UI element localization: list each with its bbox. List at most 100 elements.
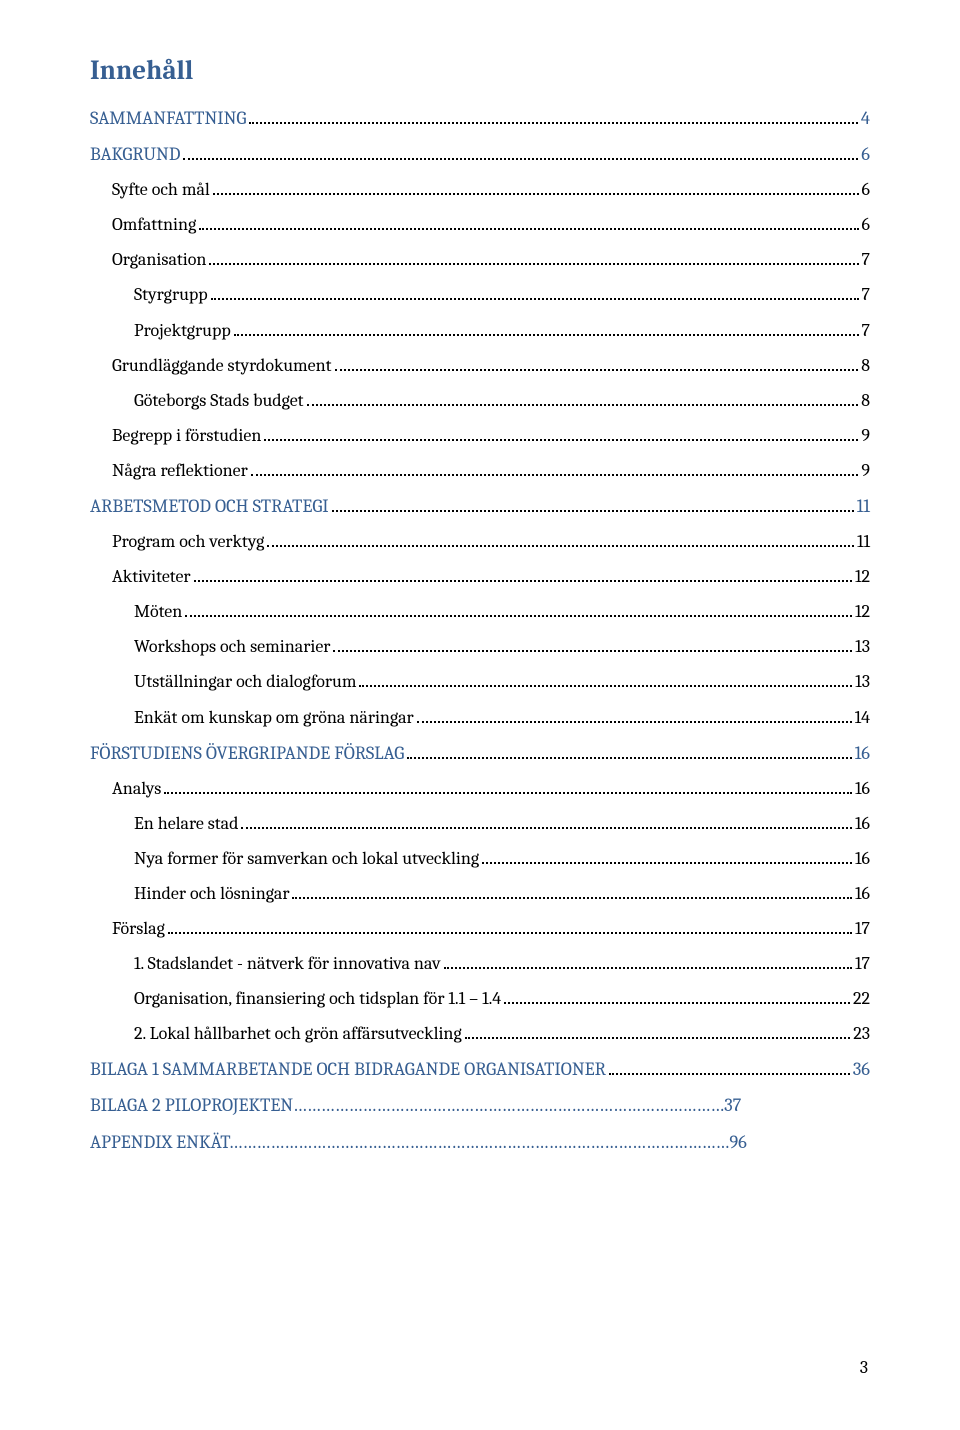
toc-list: SAMMANFATTNING 4 BAKGRUND 6 Syfte och mål 6 Om…	[90, 100, 870, 1160]
toc-leader-dots	[267, 545, 854, 547]
toc-entry-page[interactable]: 7	[862, 277, 870, 312]
toc-entry-label[interactable]: FÖRSTUDIENS ÖVERGRIPANDE FÖRSLAG	[90, 735, 404, 771]
toc-entry: Organisation 7	[90, 242, 870, 277]
toc-entry-page[interactable]: 23	[853, 1016, 870, 1051]
toc-entry-page[interactable]: 17	[855, 946, 870, 981]
toc-entry: Syfte och mål 6	[90, 172, 870, 207]
toc-entry: Hinder och lösningar 16	[90, 876, 870, 911]
toc-leader-dots	[211, 298, 859, 300]
toc-entry: Organisation, finansiering och tidsplan …	[90, 981, 870, 1016]
toc-entry-page[interactable]: 22	[853, 981, 870, 1016]
toc-entry-label[interactable]: Enkät om kunskap om gröna näringar	[134, 700, 414, 735]
toc-entry-label[interactable]: Styrgrupp	[134, 277, 208, 312]
toc-leader-dots	[292, 897, 852, 899]
toc-entry-label[interactable]: Göteborgs Stads budget	[134, 383, 304, 418]
toc-entry: En helare stad 16	[90, 806, 870, 841]
toc-leader-dots	[417, 721, 852, 723]
toc-leader-dots	[407, 757, 851, 759]
toc-entry-page[interactable]: 12	[855, 594, 870, 629]
toc-entry-page[interactable]: 8	[861, 348, 870, 383]
toc-leader-dots	[307, 404, 859, 406]
toc-entry: Begrepp i förstudien 9	[90, 418, 870, 453]
toc-entry-label[interactable]: Möten	[134, 594, 182, 629]
toc-entry-label[interactable]: En helare stad	[134, 806, 238, 841]
toc-entry-label[interactable]: Hinder och lösningar	[134, 876, 289, 911]
toc-leader-dots	[168, 932, 852, 934]
toc-leader-dots	[359, 685, 852, 687]
toc-entry-page[interactable]: 7	[862, 313, 870, 348]
toc-entry-page[interactable]: 96	[729, 1124, 747, 1160]
toc-leader-dots	[609, 1073, 850, 1075]
toc-title: Innehåll	[90, 55, 870, 86]
toc-entry-label[interactable]: Utställningar och dialogforum	[134, 664, 356, 699]
toc-entry-label[interactable]: Nya former för samverkan och lokal utvec…	[134, 841, 479, 876]
toc-entry: Program och verktyg 11	[90, 524, 870, 559]
toc-leader-dots	[209, 263, 858, 265]
toc-entry-label[interactable]: Organisation	[112, 242, 206, 277]
toc-leader-dots	[465, 1037, 850, 1039]
toc-entry-page[interactable]: 37	[724, 1087, 741, 1123]
toc-entry-page[interactable]: 11	[857, 488, 870, 524]
toc-entry: Enkät om kunskap om gröna näringar 14	[90, 700, 870, 735]
toc-entry-page[interactable]: 9	[861, 453, 870, 488]
toc-entry-page[interactable]: 6	[861, 136, 870, 172]
toc-entry-page[interactable]: 12	[855, 559, 870, 594]
toc-entry-label[interactable]: ARBETSMETOD OCH STRATEGI	[90, 488, 329, 524]
toc-leader-dots	[241, 827, 852, 829]
toc-leader-dots	[333, 650, 852, 652]
page-number: 3	[860, 1357, 868, 1378]
toc-leader-dots	[183, 158, 858, 160]
toc-entry-page[interactable]: 36	[853, 1051, 870, 1087]
toc-entry: Projektgrupp 7	[90, 313, 870, 348]
toc-entry-page[interactable]: 17	[855, 911, 870, 946]
toc-entry: Aktiviteter 12	[90, 559, 870, 594]
toc-entry-label[interactable]: Program och verktyg	[112, 524, 264, 559]
toc-entry: BILAGA 1 SAMMARBETANDE OCH BIDRAGANDE OR…	[90, 1051, 870, 1087]
toc-entry-page[interactable]: 13	[855, 629, 870, 664]
toc-entry-label[interactable]: Omfattning	[112, 207, 196, 242]
toc-entry-label[interactable]: Projektgrupp	[134, 313, 231, 348]
toc-entry-label[interactable]: Grundläggande styrdokument	[112, 348, 332, 383]
toc-leader-dots	[194, 580, 852, 582]
toc-entry-label[interactable]: Några reflektioner	[112, 453, 248, 488]
toc-entry-label[interactable]: BILAGA 1 SAMMARBETANDE OCH BIDRAGANDE OR…	[90, 1051, 606, 1087]
toc-entry: APPENDIX ENKÄT………………………………………………………………………	[90, 1124, 870, 1160]
toc-entry-page[interactable]: 16	[855, 876, 870, 911]
toc-entry-page[interactable]: 11	[857, 524, 870, 559]
toc-entry-page[interactable]: 14	[855, 700, 870, 735]
toc-entry-label[interactable]: 2. Lokal hållbarhet och grön affärsutvec…	[134, 1016, 462, 1051]
toc-entry-page[interactable]: 13	[855, 664, 870, 699]
toc-entry-label[interactable]: Förslag	[112, 911, 165, 946]
toc-entry: Göteborgs Stads budget 8	[90, 383, 870, 418]
toc-entry-page[interactable]: 16	[855, 841, 870, 876]
toc-entry-label[interactable]: Organisation, finansiering och tidsplan …	[134, 981, 501, 1016]
toc-entry-page[interactable]: 16	[855, 771, 870, 806]
toc-leader-dots	[234, 334, 859, 336]
toc-entry-label[interactable]: APPENDIX ENKÄT………………………………………………………………………	[90, 1124, 729, 1160]
toc-entry-label[interactable]: Analys	[112, 771, 161, 806]
toc-entry: Styrgrupp 7	[90, 277, 870, 312]
toc-entry-label[interactable]: SAMMANFATTNING	[90, 100, 246, 136]
toc-leader-dots	[482, 862, 852, 864]
toc-entry-page[interactable]: 8	[861, 383, 870, 418]
toc-entry-label[interactable]: BILAGA 2 PILOPROJEKTEN…………………………………………………	[90, 1087, 724, 1123]
toc-entry-page[interactable]: 7	[862, 242, 870, 277]
toc-entry: Nya former för samverkan och lokal utvec…	[90, 841, 870, 876]
toc-entry-page[interactable]: 6	[862, 207, 870, 242]
toc-entry-page[interactable]: 9	[861, 418, 870, 453]
toc-entry: ARBETSMETOD OCH STRATEGI 11	[90, 488, 870, 524]
toc-entry-page[interactable]: 16	[855, 806, 870, 841]
toc-entry-page[interactable]: 16	[855, 735, 870, 771]
toc-entry-page[interactable]: 6	[862, 172, 870, 207]
toc-leader-dots	[332, 510, 854, 512]
toc-entry-label[interactable]: BAKGRUND	[90, 136, 180, 172]
toc-entry-label[interactable]: Syfte och mål	[112, 172, 210, 207]
toc-entry-page[interactable]: 4	[861, 100, 870, 136]
toc-leader-dots	[213, 193, 859, 195]
toc-entry: Möten 12	[90, 594, 870, 629]
toc-entry-label[interactable]: Begrepp i förstudien	[112, 418, 261, 453]
toc-entry-label[interactable]: Aktiviteter	[112, 559, 191, 594]
toc-entry-label[interactable]: 1. Stadslandet - nätverk för innovativa …	[134, 946, 441, 981]
toc-entry-label[interactable]: Workshops och seminarier	[134, 629, 330, 664]
toc-leader-dots	[199, 228, 858, 230]
